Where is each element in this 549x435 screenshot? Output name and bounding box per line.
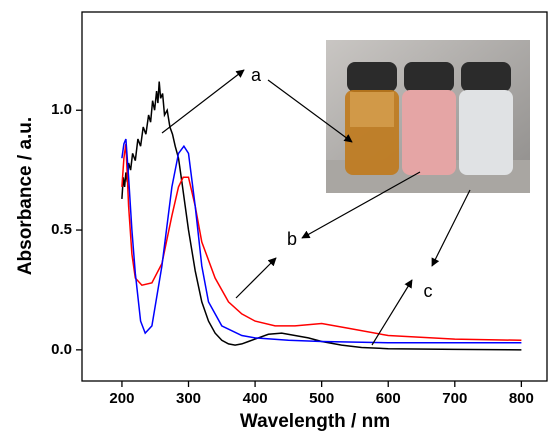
inset-photo	[326, 40, 530, 193]
bottle-c	[459, 90, 513, 175]
arrow	[432, 190, 470, 266]
annotation: a	[251, 65, 262, 85]
annotation: b	[287, 229, 297, 249]
arrow	[236, 258, 276, 298]
x-tick-label: 200	[109, 390, 134, 407]
y-tick-label: 0.5	[51, 221, 72, 238]
x-tick-label: 400	[243, 390, 268, 407]
x-tick-label: 800	[509, 390, 534, 407]
x-axis-title: Wavelength / nm	[240, 411, 390, 432]
y-tick-label: 1.0	[51, 101, 72, 118]
x-tick-label: 600	[376, 390, 401, 407]
x-tick-label: 700	[442, 390, 467, 407]
x-tick-label: 500	[309, 390, 334, 407]
x-tick-label: 300	[176, 390, 201, 407]
arrow	[162, 70, 244, 133]
bottle-b	[402, 90, 456, 175]
page: 200 300 400 500 600 700 800 0.0 0.5 1.0 Wavelengt…	[0, 0, 549, 435]
chart: 200 300 400 500 600 700 800 0.0 0.5 1.0 Wavelengt…	[0, 0, 549, 435]
y-axis-title: Absorbance / a.u.	[15, 117, 36, 275]
annotation: c	[424, 281, 433, 301]
y-tick-label: 0.0	[51, 341, 72, 358]
cap	[461, 62, 511, 92]
bottle-glass	[350, 92, 394, 127]
cap	[347, 62, 397, 92]
cap	[404, 62, 454, 92]
